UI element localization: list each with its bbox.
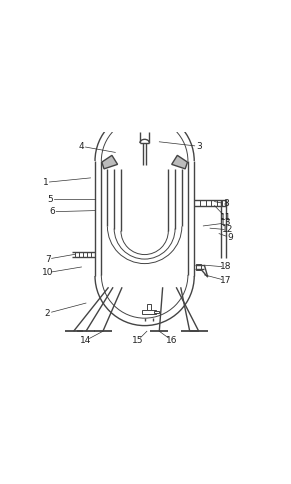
Bar xyxy=(196,264,201,270)
Text: 8: 8 xyxy=(223,199,229,208)
Polygon shape xyxy=(102,155,118,169)
Text: 7: 7 xyxy=(45,255,51,264)
Text: 1: 1 xyxy=(42,178,48,187)
Text: 5: 5 xyxy=(47,195,53,204)
Bar xyxy=(142,310,156,314)
Bar xyxy=(147,304,151,310)
Text: 2: 2 xyxy=(45,309,50,318)
Text: 4: 4 xyxy=(79,142,84,151)
Text: 17: 17 xyxy=(220,276,232,285)
Text: 3: 3 xyxy=(196,142,202,151)
Text: 15: 15 xyxy=(132,336,144,345)
Text: 10: 10 xyxy=(42,268,54,277)
Bar xyxy=(154,311,159,314)
Text: 14: 14 xyxy=(80,336,92,345)
Text: 16: 16 xyxy=(166,336,178,345)
Text: 13: 13 xyxy=(220,218,232,227)
Text: 11: 11 xyxy=(220,213,232,222)
Text: 18: 18 xyxy=(220,262,232,272)
Text: 12: 12 xyxy=(222,225,234,234)
Polygon shape xyxy=(172,155,187,169)
Text: 9: 9 xyxy=(228,233,233,242)
Text: 6: 6 xyxy=(49,207,55,216)
